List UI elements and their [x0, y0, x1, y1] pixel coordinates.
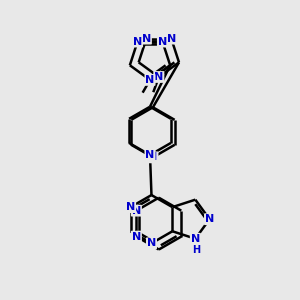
Text: H: H: [192, 245, 200, 255]
Text: N: N: [142, 34, 151, 44]
Text: N: N: [132, 206, 141, 216]
Text: N: N: [146, 150, 154, 160]
Text: N: N: [126, 202, 135, 212]
Text: N: N: [146, 75, 154, 85]
Text: N: N: [191, 234, 200, 244]
Text: N: N: [133, 37, 142, 46]
Text: N: N: [167, 34, 176, 44]
Text: N: N: [158, 37, 167, 46]
Text: N: N: [154, 72, 164, 82]
Text: N: N: [148, 152, 158, 162]
Text: N: N: [147, 238, 156, 248]
Text: N: N: [205, 214, 214, 224]
Text: N: N: [132, 232, 141, 242]
